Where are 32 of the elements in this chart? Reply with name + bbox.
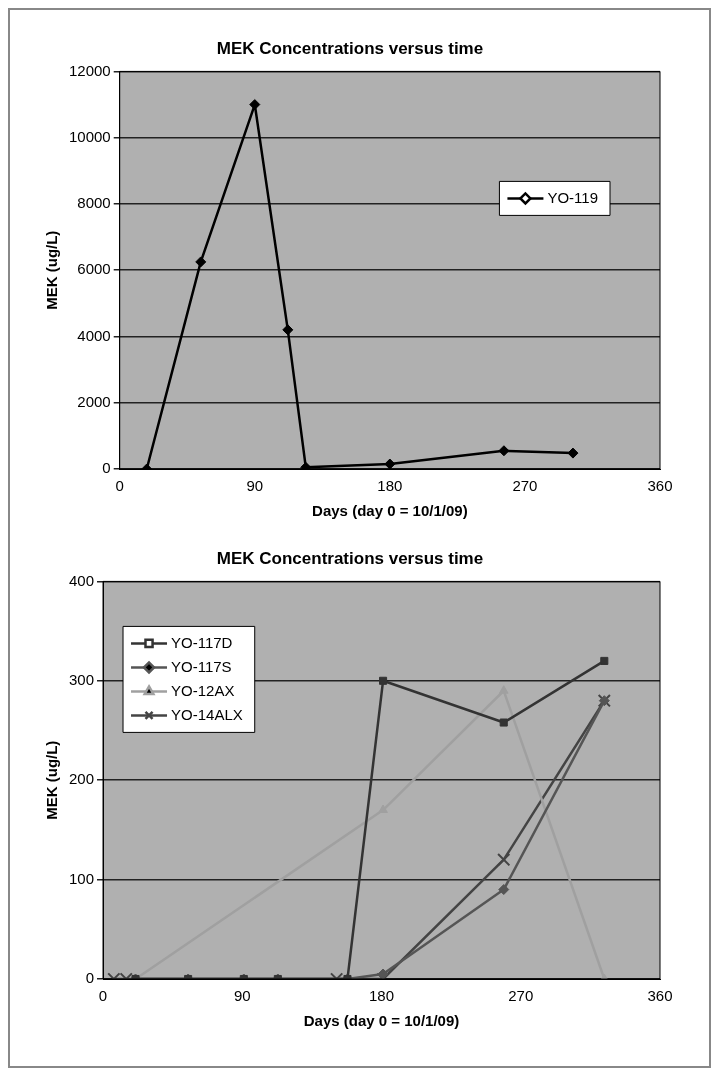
legend-label: YO-14ALX	[171, 705, 243, 723]
chart-title: MEK Concentrations versus time	[216, 548, 484, 568]
x-tick-label: 180	[377, 477, 403, 495]
legend-label: YO-12AX	[171, 681, 235, 699]
y-tick-label: 10000	[68, 127, 111, 145]
y-tick-label: 8000	[77, 194, 111, 212]
y-tick-label: 0	[85, 969, 95, 987]
y-tick-label: 300	[69, 670, 95, 688]
y-tick-label: 100	[69, 869, 95, 887]
x-tick-label: 360	[647, 987, 673, 1005]
y-tick-label: 6000	[77, 260, 111, 278]
y-axis-title: MEK (ug/L)	[43, 740, 61, 820]
y-tick-label: 400	[69, 571, 95, 589]
y-axis-title: MEK (ug/L)	[43, 230, 61, 310]
x-axis-title: Days (day 0 = 10/1/09)	[303, 1012, 460, 1030]
y-tick-label: 2000	[77, 392, 111, 410]
x-axis-title: Days (day 0 = 10/1/09)	[312, 502, 468, 520]
chart-title: MEK Concentrations versus time	[216, 38, 484, 58]
legend-label: YO-117D	[171, 633, 233, 651]
y-tick-label: 4000	[77, 326, 111, 344]
x-tick-label: 0	[115, 477, 124, 495]
x-tick-label: 90	[246, 477, 264, 495]
x-tick-label: 180	[369, 987, 395, 1005]
legend-label: YO-119	[547, 188, 599, 206]
x-tick-label: 360	[647, 477, 673, 495]
x-tick-label: 270	[512, 477, 538, 495]
y-tick-label: 200	[69, 770, 95, 788]
x-tick-label: 90	[233, 987, 251, 1005]
legend-label: YO-117S	[171, 657, 232, 675]
x-tick-label: 270	[508, 987, 534, 1005]
y-tick-label: 12000	[68, 61, 111, 79]
y-tick-label: 0	[102, 459, 111, 477]
